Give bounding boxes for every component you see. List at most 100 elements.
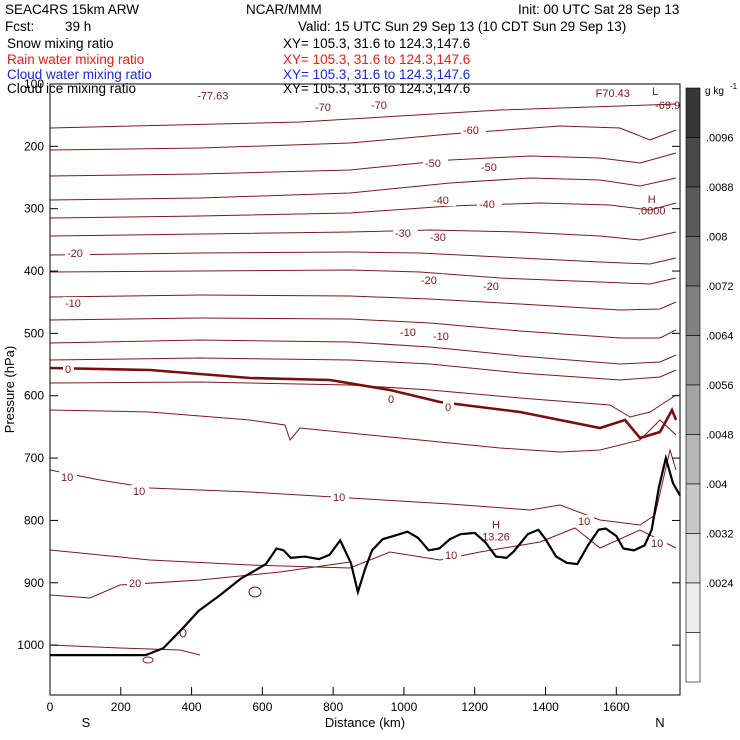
contour-label-bg	[423, 157, 448, 169]
y-tick-label: 800	[24, 513, 44, 527]
isotherm-line	[49, 294, 677, 311]
colorbar-tick-label: .0024	[706, 578, 734, 590]
y-tick-label: 300	[24, 202, 44, 216]
contour-label-bg	[131, 485, 149, 497]
contour-label-bg	[649, 537, 667, 549]
x-axis-title: Distance (km)	[325, 715, 405, 730]
contour-label: -60	[463, 125, 479, 137]
y-axis-title: Pressure (hPa)	[2, 346, 17, 433]
isotherm-line	[49, 527, 677, 569]
y-tick-label: 700	[24, 451, 44, 465]
colorbar-cell	[685, 582, 701, 633]
terrain-surface-line	[50, 453, 681, 657]
isotherm-line	[49, 229, 677, 241]
colorbar-cell	[685, 285, 701, 336]
x-tick-label: 800	[323, 700, 343, 714]
y-tick-label: 100	[24, 77, 44, 91]
colorbar-cell	[685, 87, 701, 138]
x-tick-label: 1600	[603, 700, 630, 714]
colorbar-unit: g kg	[705, 86, 724, 97]
isotherm-line	[49, 125, 677, 151]
colorbar-cell	[685, 137, 701, 188]
isotherm-line	[49, 357, 677, 381]
x-end-label-right: N	[655, 715, 664, 730]
colorbar-unit-exponent: -1	[730, 82, 738, 91]
contour-label-bg	[65, 247, 90, 259]
contour-label-bg	[419, 274, 444, 286]
extremum-label: -77.63	[197, 91, 228, 103]
y-tick-label: 600	[24, 389, 44, 403]
x-tick-label: 1000	[391, 700, 418, 714]
x-tick-label: 600	[252, 700, 272, 714]
x-tick-label: 1400	[532, 700, 559, 714]
contour-label-bg	[479, 161, 504, 173]
field-xy-cloudice: XY= 105.3, 31.6 to 124.3,147.6	[283, 81, 471, 96]
colorbar-cell	[685, 483, 701, 534]
contour-label-bg	[461, 124, 486, 136]
isotherm-line	[49, 381, 677, 418]
contour-label: -30	[430, 232, 446, 244]
contour-label-bg	[386, 393, 397, 405]
isotherm-loop	[248, 586, 262, 598]
contour-label: 10	[333, 492, 345, 504]
contour-label: 0	[65, 364, 71, 376]
contour-label-bg	[127, 577, 145, 589]
x-tick-label: 400	[182, 700, 202, 714]
colorbar-cell	[685, 632, 701, 683]
contour-label: -10	[400, 327, 416, 339]
extremum-label: .0000	[638, 205, 666, 217]
field-name-cloudwater: Cloud water mixing ratio	[7, 67, 152, 82]
x-tick-label: 1200	[461, 700, 488, 714]
y-tick-label: 400	[24, 264, 44, 278]
field-xy-snow: XY= 105.3, 31.6 to 124.3,147.6	[283, 36, 471, 51]
isotherm-line	[49, 561, 351, 599]
contour-label-bg	[63, 363, 74, 375]
contour-label: 10	[578, 516, 590, 528]
y-tick-label: 900	[24, 576, 44, 590]
y-tick-label: 500	[24, 326, 44, 340]
colorbar-cell	[685, 335, 701, 386]
isotherm-line	[49, 269, 677, 285]
field-name-rain: Rain water mixing ratio	[7, 52, 145, 67]
contour-label: -40	[433, 195, 449, 207]
contour-label: -70	[315, 102, 331, 114]
extremum-label: -69.9	[655, 100, 680, 112]
contour-label: -50	[481, 162, 497, 174]
y-tick-label: 200	[24, 139, 44, 153]
isotherm-line	[49, 152, 677, 177]
contour-label-bg	[443, 401, 454, 413]
contour-label-bg	[398, 326, 423, 338]
contour-label: -70	[371, 100, 387, 112]
contour-label-bg	[313, 101, 338, 113]
contour-label-bg	[331, 491, 349, 503]
extremum-label: L	[652, 86, 658, 98]
contour-label: -10	[65, 298, 81, 310]
contour-label: 10	[651, 538, 663, 550]
contour-labels: -70 -70 -60 -50 -50 -40 -40 -30 -30 -20 -20 -20 -10 -…	[59, 86, 680, 590]
colorbar-cell	[685, 236, 701, 287]
extremum-label: F70.43	[596, 88, 630, 100]
colorbar-cell	[685, 384, 701, 435]
contour-label: -20	[67, 248, 83, 260]
colorbar-tick-label: .0048	[706, 430, 734, 442]
isotherm-line	[49, 103, 677, 129]
x-end-label-left: S	[82, 715, 91, 730]
extremum-label: 13.26	[482, 531, 510, 543]
zero-isotherm-line	[49, 366, 678, 440]
isotherm-line	[49, 644, 201, 656]
colorbar-cell	[685, 186, 701, 237]
contour-label: -20	[483, 281, 499, 293]
isotherm-line	[49, 177, 677, 201]
colorbar-tick-label: .008	[706, 232, 727, 244]
contour-label-bg	[428, 231, 453, 243]
isotherm-loop	[142, 656, 154, 664]
colorbar-tick-label: .0056	[706, 380, 734, 392]
contour-label-bg	[431, 194, 456, 206]
contour-label-bg	[576, 515, 594, 527]
isotherm-line	[49, 251, 677, 265]
isotherm-line	[49, 339, 677, 365]
extremum-label: H	[648, 194, 656, 206]
contour-label: 10	[133, 486, 145, 498]
terrain-layer	[50, 453, 681, 657]
